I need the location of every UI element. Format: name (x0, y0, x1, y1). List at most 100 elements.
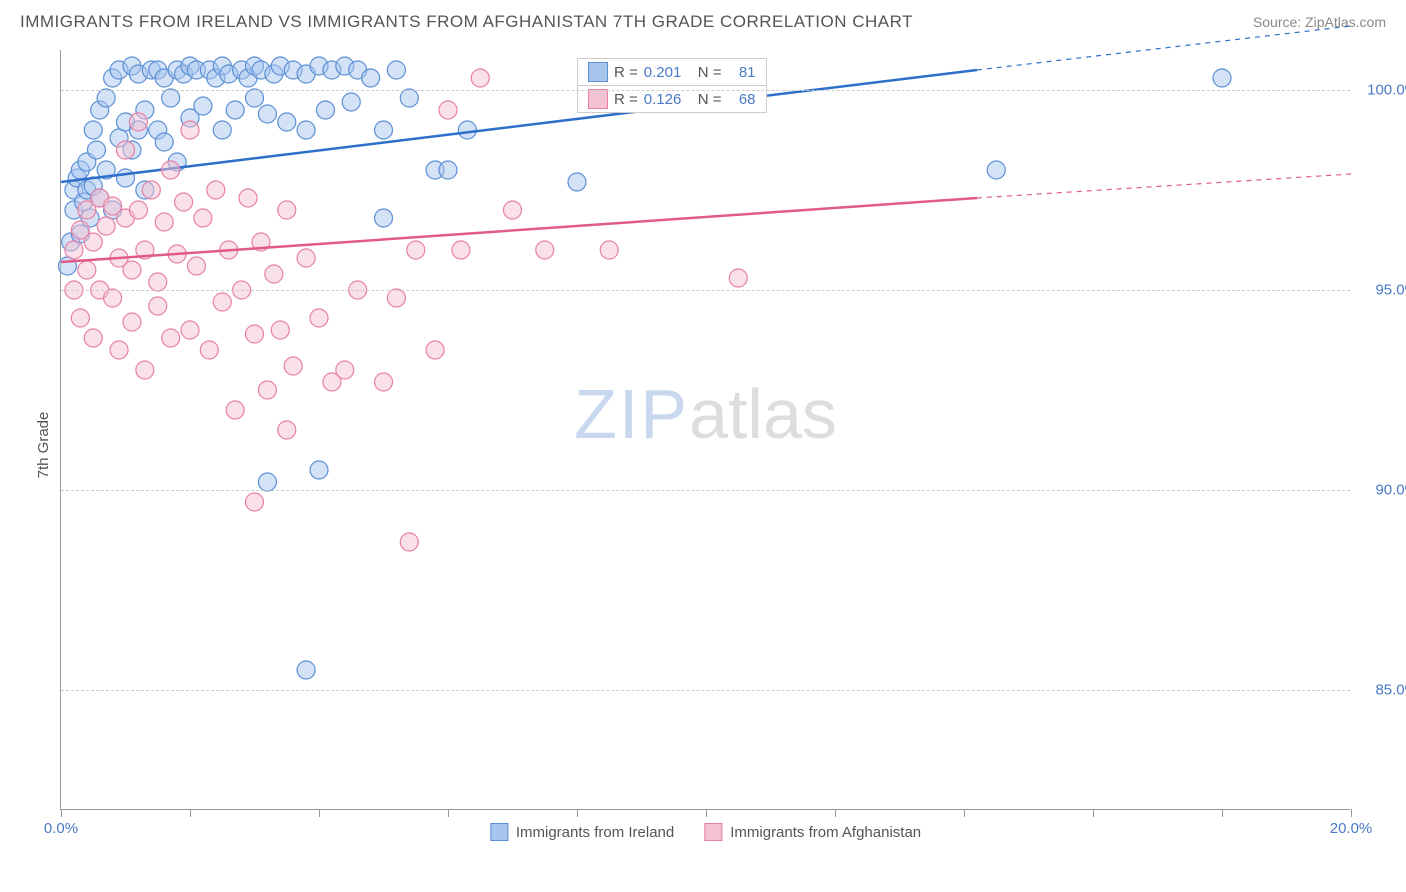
legend-swatch-ireland (490, 823, 508, 841)
y-tick-label: 85.0% (1375, 682, 1406, 699)
data-point (310, 461, 328, 479)
data-point (265, 265, 283, 283)
legend-item-ireland: Immigrants from Ireland (490, 823, 674, 841)
gridline-h (61, 90, 1350, 91)
data-point (987, 161, 1005, 179)
plot-svg (61, 50, 1350, 809)
data-point (316, 101, 334, 119)
data-point (246, 89, 264, 107)
legend-bottom: Immigrants from Ireland Immigrants from … (490, 823, 921, 841)
data-point (729, 269, 747, 287)
x-tick (1222, 809, 1223, 817)
data-point (258, 473, 276, 491)
legend-r-value: 0.201 (644, 64, 692, 81)
legend-inset: R =0.201N =81R =0.126N =68 (577, 58, 767, 112)
data-point (375, 373, 393, 391)
data-point (426, 341, 444, 359)
data-point (226, 401, 244, 419)
correlation-chart: 7th Grade ZIPatlas R =0.201N =81R =0.126… (50, 50, 1390, 840)
data-point (342, 93, 360, 111)
y-axis-label: 7th Grade (35, 412, 52, 479)
data-point (71, 309, 89, 327)
data-point (246, 325, 264, 343)
legend-n-value: 68 (728, 91, 756, 108)
data-point (600, 241, 618, 259)
data-point (375, 209, 393, 227)
x-tick (319, 809, 320, 817)
legend-label-afghanistan: Immigrants from Afghanistan (730, 824, 921, 841)
data-point (568, 173, 586, 191)
data-point (175, 193, 193, 211)
data-point (278, 113, 296, 131)
legend-n-label: N = (698, 64, 722, 81)
data-point (181, 121, 199, 139)
data-point (407, 241, 425, 259)
source-attribution: Source: ZipAtlas.com (1253, 14, 1386, 30)
data-point (117, 141, 135, 159)
data-point (84, 329, 102, 347)
data-point (110, 341, 128, 359)
x-tick (448, 809, 449, 817)
data-point (400, 89, 418, 107)
data-point (439, 101, 457, 119)
data-point (1213, 69, 1231, 87)
x-tick (61, 809, 62, 817)
data-point (387, 61, 405, 79)
data-point (84, 233, 102, 251)
data-point (194, 97, 212, 115)
data-point (65, 241, 83, 259)
data-point (387, 289, 405, 307)
x-tick-label: 0.0% (44, 820, 78, 837)
data-point (504, 201, 522, 219)
data-point (87, 141, 105, 159)
data-point (78, 261, 96, 279)
data-point (297, 121, 315, 139)
y-tick-label: 100.0% (1367, 82, 1406, 99)
data-point (536, 241, 554, 259)
data-point (207, 181, 225, 199)
x-tick (1093, 809, 1094, 817)
legend-inset-swatch (588, 89, 608, 109)
data-point (155, 133, 173, 151)
data-point (136, 361, 154, 379)
x-tick (577, 809, 578, 817)
data-point (375, 121, 393, 139)
x-tick (964, 809, 965, 817)
data-point (258, 105, 276, 123)
data-point (362, 69, 380, 87)
data-point (213, 293, 231, 311)
legend-item-afghanistan: Immigrants from Afghanistan (704, 823, 921, 841)
data-point (471, 69, 489, 87)
data-point (129, 201, 147, 219)
data-point (181, 321, 199, 339)
gridline-h (61, 690, 1350, 691)
data-point (129, 113, 147, 131)
legend-n-label: N = (698, 91, 722, 108)
y-tick-label: 95.0% (1375, 282, 1406, 299)
legend-label-ireland: Immigrants from Ireland (516, 824, 674, 841)
data-point (278, 201, 296, 219)
plot-area: ZIPatlas R =0.201N =81R =0.126N =68 Immi… (60, 50, 1350, 810)
x-tick-label: 20.0% (1330, 820, 1373, 837)
data-point (310, 309, 328, 327)
data-point (162, 161, 180, 179)
x-tick (706, 809, 707, 817)
legend-inset-row: R =0.201N =81 (577, 58, 767, 86)
data-point (149, 297, 167, 315)
legend-inset-swatch (588, 62, 608, 82)
data-point (297, 661, 315, 679)
legend-r-value: 0.126 (644, 91, 692, 108)
data-point (104, 289, 122, 307)
data-point (239, 189, 257, 207)
x-tick (190, 809, 191, 817)
data-point (200, 341, 218, 359)
data-point (97, 217, 115, 235)
data-point (284, 357, 302, 375)
legend-r-label: R = (614, 64, 638, 81)
data-point (271, 321, 289, 339)
data-point (162, 89, 180, 107)
data-point (258, 381, 276, 399)
legend-r-label: R = (614, 91, 638, 108)
data-point (142, 181, 160, 199)
data-point (84, 121, 102, 139)
